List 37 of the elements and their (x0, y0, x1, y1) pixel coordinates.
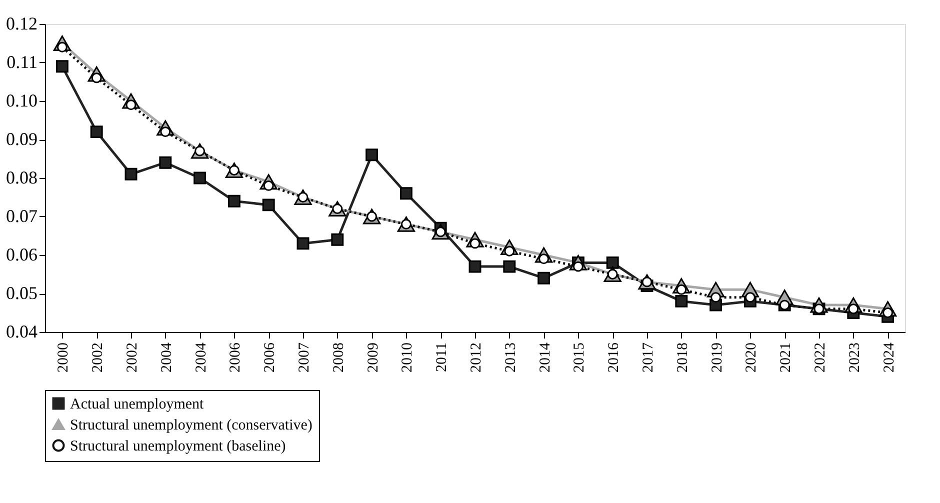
x-tick-label: 2009 (365, 342, 382, 372)
x-tick-label: 2019 (709, 342, 726, 372)
x-tick-label: 2004 (158, 342, 175, 372)
y-tick-label: 0.05 (6, 283, 38, 303)
x-tick-label: 2015 (572, 342, 588, 372)
y-tick-label: 0.07 (6, 206, 38, 226)
y-tick-label: 0.04 (6, 322, 38, 342)
x-tick-label: 2010 (400, 342, 416, 372)
y-tick-label: 0.06 (6, 244, 38, 264)
x-tick-label: 2018 (674, 342, 691, 372)
legend-label: Actual unemployment (70, 396, 205, 412)
y-tick-label: 0.12 (6, 14, 38, 34)
legend-label: Structural unemployment (conservative) (70, 418, 312, 434)
y-tick-label: 0.09 (6, 129, 38, 149)
y-tick-label: 0.08 (6, 168, 38, 188)
x-tick-label: 2013 (502, 342, 519, 372)
x-tick-label: 2014 (537, 342, 554, 372)
x-tick-label: 2002 (124, 342, 140, 372)
x-tick-label: 2012 (468, 342, 484, 372)
x-tick-label: 2020 (744, 342, 760, 372)
x-tick-label: 2023 (846, 342, 863, 372)
x-tick-label: 2006 (262, 342, 278, 372)
x-tick-label: 2007 (296, 342, 312, 372)
x-tick-label: 2008 (330, 342, 347, 372)
x-tick-label: 2004 (193, 342, 210, 372)
legend-label: Structural unemployment (baseline) (70, 438, 286, 454)
x-tick-label: 2002 (90, 342, 106, 372)
x-tick-label: 2011 (434, 342, 450, 372)
x-tick-label: 2000 (56, 342, 72, 372)
y-tick-label: 0.11 (6, 52, 38, 72)
x-tick-label: 2024 (881, 342, 898, 372)
x-tick-label: 2006 (228, 342, 244, 372)
x-tick-label: 2022 (812, 342, 828, 372)
x-tick-label: 2021 (778, 342, 794, 372)
y-tick-label: 0.10 (6, 90, 38, 110)
x-tick-label: 2016 (606, 342, 622, 372)
x-tick-label: 2017 (640, 342, 656, 372)
